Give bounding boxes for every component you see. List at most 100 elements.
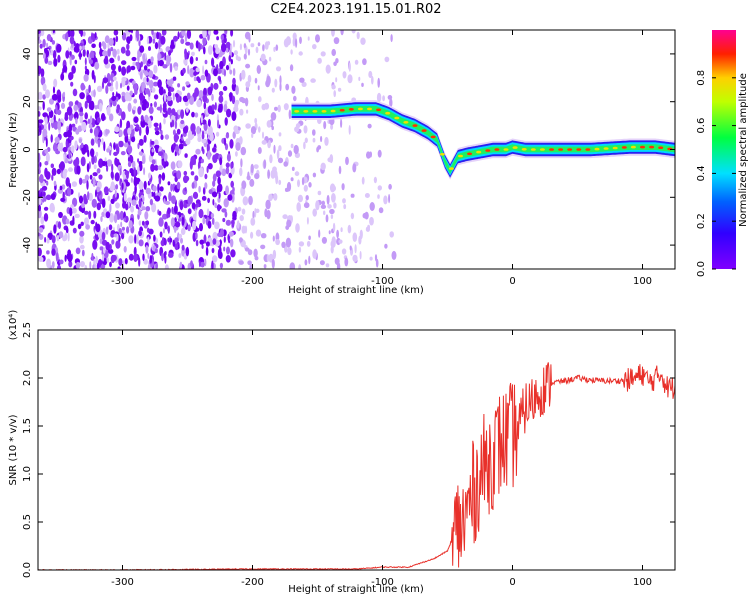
noise-speckle bbox=[122, 260, 125, 265]
noise-speckle bbox=[290, 49, 293, 55]
noise-speckle bbox=[202, 148, 205, 155]
noise-speckle bbox=[109, 213, 115, 223]
noise-speckle bbox=[362, 58, 367, 66]
noise-speckle bbox=[198, 167, 204, 178]
noise-speckle bbox=[57, 264, 61, 269]
noise-speckle bbox=[198, 42, 201, 52]
noise-speckle bbox=[119, 168, 122, 176]
noise-speckle bbox=[45, 137, 48, 148]
noise-speckle bbox=[128, 253, 134, 261]
noise-speckle bbox=[172, 129, 176, 136]
noise-speckle bbox=[163, 92, 167, 102]
noise-speckle bbox=[190, 155, 196, 166]
noise-speckle bbox=[110, 63, 116, 71]
noise-speckle bbox=[53, 120, 59, 130]
noise-speckle bbox=[146, 36, 149, 45]
noise-speckle bbox=[142, 155, 146, 165]
noise-speckle bbox=[203, 234, 207, 244]
noise-speckle bbox=[69, 30, 75, 38]
y-tick-label: 0.0 bbox=[22, 562, 33, 578]
ridge-hotspot bbox=[603, 147, 609, 150]
noise-speckle bbox=[174, 119, 178, 130]
noise-speckle bbox=[151, 191, 154, 197]
noise-speckle bbox=[92, 172, 98, 177]
noise-speckle bbox=[86, 180, 89, 190]
noise-speckle bbox=[173, 35, 178, 42]
noise-speckle bbox=[71, 181, 78, 188]
noise-speckle bbox=[274, 78, 278, 88]
noise-speckle bbox=[62, 235, 67, 242]
noise-speckle bbox=[255, 46, 259, 53]
noise-speckle bbox=[98, 41, 102, 49]
noise-speckle bbox=[352, 232, 358, 242]
noise-speckle bbox=[161, 252, 164, 262]
colorbar-tick-label: 0.2 bbox=[696, 213, 707, 229]
noise-speckle bbox=[167, 181, 171, 186]
noise-speckle bbox=[320, 162, 326, 171]
noise-speckle bbox=[50, 193, 56, 201]
noise-speckle bbox=[157, 79, 162, 88]
noise-speckle bbox=[121, 111, 126, 121]
noise-speckle bbox=[126, 85, 130, 91]
ridge-hotspot bbox=[403, 121, 409, 124]
noise-speckle bbox=[219, 60, 224, 70]
noise-speckle bbox=[135, 234, 139, 245]
noise-speckle bbox=[117, 55, 120, 62]
x-tick-label: -200 bbox=[241, 577, 264, 588]
noise-speckle bbox=[169, 87, 175, 92]
noise-speckle bbox=[287, 150, 293, 157]
noise-speckle bbox=[158, 217, 164, 227]
noise-speckle bbox=[316, 146, 319, 153]
noise-speckle bbox=[38, 30, 41, 35]
noise-speckle bbox=[262, 44, 265, 52]
ridge-hotspot bbox=[594, 147, 600, 151]
noise-speckle bbox=[235, 85, 239, 96]
noise-speckle bbox=[163, 238, 167, 246]
noise-speckle bbox=[168, 191, 172, 202]
noise-speckle bbox=[143, 134, 147, 143]
noise-speckle bbox=[211, 247, 215, 254]
noise-speckle bbox=[68, 101, 74, 107]
noise-speckle bbox=[222, 86, 228, 91]
noise-speckle bbox=[90, 148, 95, 158]
noise-speckle bbox=[230, 58, 233, 65]
noise-speckle bbox=[44, 116, 48, 126]
noise-speckle bbox=[109, 185, 114, 192]
noise-speckle bbox=[42, 101, 45, 111]
noise-speckle bbox=[271, 125, 275, 131]
noise-speckle bbox=[188, 130, 193, 138]
noise-speckle bbox=[225, 47, 229, 53]
noise-speckle bbox=[254, 173, 260, 180]
y-tick-label: 40 bbox=[22, 48, 33, 61]
noise-speckle bbox=[148, 90, 151, 97]
noise-speckle bbox=[330, 214, 334, 220]
noise-speckle bbox=[213, 68, 218, 77]
noise-speckle bbox=[321, 200, 325, 206]
noise-speckle bbox=[201, 139, 207, 144]
noise-speckle bbox=[230, 180, 234, 188]
noise-speckle bbox=[105, 160, 108, 167]
noise-speckle bbox=[331, 84, 336, 90]
noise-speckle bbox=[125, 203, 129, 211]
noise-speckle bbox=[116, 108, 120, 114]
noise-speckle bbox=[51, 248, 56, 256]
noise-speckle bbox=[166, 79, 172, 86]
noise-speckle bbox=[75, 117, 78, 125]
noise-speckle bbox=[107, 48, 111, 57]
noise-speckle bbox=[72, 227, 77, 234]
noise-speckle bbox=[232, 186, 235, 193]
noise-speckle bbox=[104, 157, 107, 162]
noise-speckle bbox=[283, 38, 289, 48]
noise-speckle bbox=[46, 42, 49, 48]
noise-speckle bbox=[94, 105, 98, 110]
noise-speckle bbox=[349, 245, 352, 251]
noise-speckle bbox=[174, 66, 179, 71]
snr-frame bbox=[37, 329, 676, 571]
noise-speckle bbox=[350, 193, 355, 198]
noise-speckle bbox=[119, 210, 124, 221]
noise-speckle bbox=[90, 219, 95, 225]
colorbar-ticks: 0.0 0.2 0.4 0.6 0.8 bbox=[696, 70, 736, 277]
noise-speckle bbox=[105, 128, 108, 136]
noise-speckle bbox=[240, 146, 247, 156]
noise-speckle bbox=[214, 221, 220, 230]
